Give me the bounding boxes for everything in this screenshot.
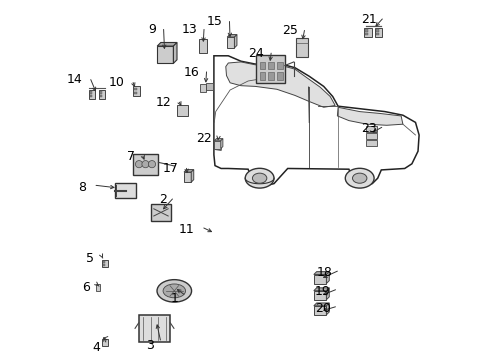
Bar xyxy=(200,84,206,92)
Polygon shape xyxy=(213,56,418,185)
Bar xyxy=(100,95,102,97)
Polygon shape xyxy=(183,170,193,172)
Bar xyxy=(133,86,140,96)
Polygon shape xyxy=(214,139,223,141)
Bar xyxy=(374,28,382,37)
Polygon shape xyxy=(227,35,237,37)
Bar xyxy=(268,72,273,80)
Polygon shape xyxy=(313,303,328,306)
Ellipse shape xyxy=(163,284,185,298)
Bar xyxy=(102,260,108,267)
Text: 10: 10 xyxy=(109,76,125,89)
Text: 11: 11 xyxy=(178,223,194,236)
Bar xyxy=(102,339,108,346)
Text: 12: 12 xyxy=(155,96,171,109)
Bar xyxy=(375,33,378,35)
Bar xyxy=(375,30,378,32)
Text: 1: 1 xyxy=(171,292,179,305)
Polygon shape xyxy=(225,62,335,107)
Circle shape xyxy=(148,161,155,168)
Bar xyxy=(259,72,265,80)
Bar xyxy=(134,92,137,94)
Bar xyxy=(313,306,325,315)
Bar xyxy=(365,126,376,132)
Bar xyxy=(96,284,100,291)
Bar xyxy=(100,91,102,94)
Text: 24: 24 xyxy=(248,47,264,60)
Bar xyxy=(296,37,307,57)
Bar xyxy=(115,183,136,198)
Text: 7: 7 xyxy=(126,150,134,163)
Text: 20: 20 xyxy=(314,302,330,315)
Bar xyxy=(365,133,376,139)
Text: 17: 17 xyxy=(163,162,179,175)
Bar xyxy=(276,72,282,80)
Text: 22: 22 xyxy=(195,132,211,145)
Bar xyxy=(89,95,92,97)
Bar xyxy=(89,91,92,94)
Bar xyxy=(132,154,158,175)
Text: 23: 23 xyxy=(361,122,376,135)
Bar xyxy=(183,172,191,182)
Bar xyxy=(313,275,325,284)
Bar xyxy=(276,62,282,69)
Text: 8: 8 xyxy=(78,181,86,194)
Polygon shape xyxy=(325,271,328,284)
Bar xyxy=(227,37,234,48)
Bar xyxy=(157,46,173,63)
Bar xyxy=(256,55,284,83)
Text: 16: 16 xyxy=(183,66,199,78)
Text: 5: 5 xyxy=(86,252,94,265)
Text: 6: 6 xyxy=(81,281,89,294)
Polygon shape xyxy=(325,288,328,300)
Polygon shape xyxy=(337,107,402,125)
Bar xyxy=(365,33,367,35)
Text: 25: 25 xyxy=(281,24,297,37)
Polygon shape xyxy=(173,42,177,63)
Ellipse shape xyxy=(345,168,373,188)
Polygon shape xyxy=(313,271,328,274)
Bar xyxy=(150,204,171,221)
Bar xyxy=(177,105,188,116)
Bar xyxy=(214,141,220,149)
Text: 9: 9 xyxy=(148,23,156,36)
Bar xyxy=(102,261,105,263)
Polygon shape xyxy=(220,139,223,149)
Text: 21: 21 xyxy=(361,13,376,26)
Text: 2: 2 xyxy=(159,193,167,206)
Bar xyxy=(134,87,137,90)
Text: 4: 4 xyxy=(92,341,100,354)
Bar xyxy=(99,90,105,99)
Text: 19: 19 xyxy=(314,285,330,298)
Bar xyxy=(365,30,367,32)
Bar xyxy=(139,315,170,342)
Text: 3: 3 xyxy=(145,339,153,352)
Polygon shape xyxy=(313,288,328,291)
Ellipse shape xyxy=(352,173,366,183)
Text: 18: 18 xyxy=(316,266,332,279)
Bar xyxy=(268,62,273,69)
Text: 15: 15 xyxy=(206,15,222,28)
Polygon shape xyxy=(157,42,177,46)
Bar xyxy=(102,264,105,266)
Ellipse shape xyxy=(157,280,191,302)
Bar xyxy=(365,140,376,146)
Bar xyxy=(259,62,265,69)
Bar xyxy=(199,39,206,53)
Ellipse shape xyxy=(244,168,273,188)
Bar xyxy=(313,291,325,300)
Polygon shape xyxy=(191,170,193,182)
Polygon shape xyxy=(234,35,237,48)
Circle shape xyxy=(135,161,142,168)
Ellipse shape xyxy=(252,173,266,183)
Circle shape xyxy=(142,161,149,168)
Bar xyxy=(88,90,95,99)
Bar xyxy=(364,28,371,37)
Bar xyxy=(206,83,212,90)
Polygon shape xyxy=(325,303,328,315)
Text: 14: 14 xyxy=(67,73,82,86)
Text: 13: 13 xyxy=(181,23,197,36)
